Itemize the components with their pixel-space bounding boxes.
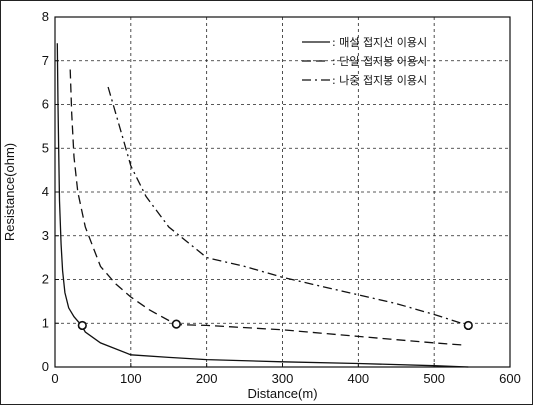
x-tick-label: 0 [51, 371, 58, 386]
marker-point [77, 320, 87, 331]
series-line-3 [107, 86, 469, 327]
x-tick-labels: 0 100 200 300 400 500 600 [51, 371, 520, 386]
y-tick-label: 3 [42, 228, 49, 243]
series-line-1 [56, 43, 469, 368]
x-tick-label: 500 [423, 371, 445, 386]
legend-label-1: : 매설 접지선 이용시 [332, 36, 427, 49]
x-tick-label: 300 [272, 371, 294, 386]
x-tick-label: 400 [347, 371, 369, 386]
series-lines [56, 43, 469, 368]
y-axis-label: Resistance(ohm) [2, 143, 17, 241]
marker-point [463, 320, 473, 331]
x-tick-label: 600 [499, 371, 521, 386]
y-tick-label: 1 [42, 315, 49, 330]
marker-point [171, 319, 181, 329]
legend-label-3: : 나중 접지봉 이용시 [332, 74, 427, 87]
y-tick-label: 4 [42, 184, 49, 199]
y-tick-label: 8 [42, 9, 49, 24]
y-tick-label: 7 [42, 53, 49, 68]
markers [77, 319, 473, 331]
plot-area-border [54, 16, 511, 368]
y-tick-label: 6 [42, 97, 49, 112]
legend: : 매설 접지선 이용시 : 단일 접지봉 이용시 : 나중 접지봉 이용시 [302, 36, 427, 87]
x-axis-label: Distance(m) [247, 386, 317, 401]
x-tick-label: 100 [120, 371, 142, 386]
y-tick-label: 2 [42, 272, 49, 287]
y-tick-label: 0 [42, 359, 49, 374]
y-tick-labels: 0 1 2 3 4 5 6 7 8 [42, 9, 49, 374]
series-line-2 [69, 69, 465, 346]
x-tick-label: 200 [196, 371, 218, 386]
y-tick-label: 5 [42, 140, 49, 155]
legend-label-2: : 단일 접지봉 이용시 [332, 54, 427, 68]
grid [54, 16, 511, 368]
